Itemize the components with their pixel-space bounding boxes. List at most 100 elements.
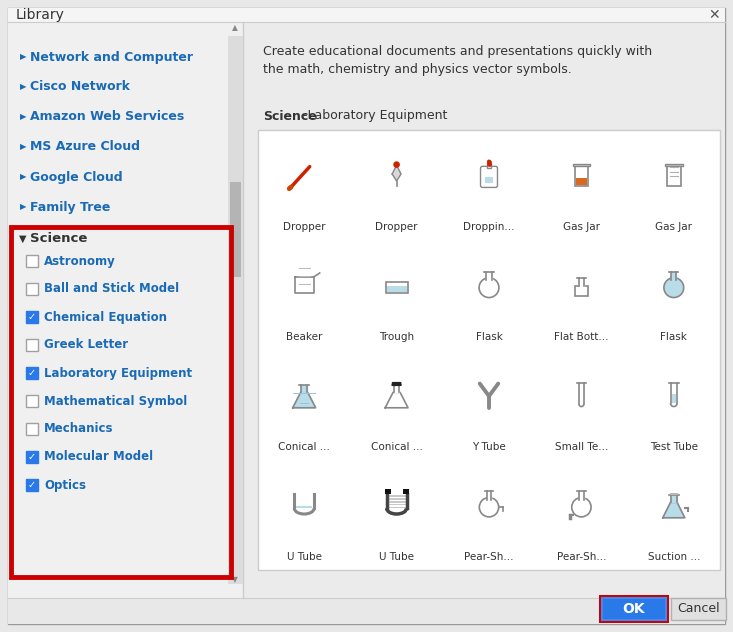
Bar	[602, 598, 666, 620]
Polygon shape	[392, 166, 401, 181]
Bar	[388, 495, 405, 497]
Polygon shape	[394, 385, 399, 392]
Bar	[228, 36, 243, 584]
Text: ▲: ▲	[232, 23, 238, 32]
Text: MS Azure Cloud: MS Azure Cloud	[30, 140, 140, 154]
Text: ▶: ▶	[20, 173, 26, 181]
Text: Test Tube: Test Tube	[649, 442, 698, 452]
Bar	[402, 489, 408, 494]
Text: Beaker: Beaker	[286, 332, 323, 342]
Text: Pear-Sh...: Pear-Sh...	[556, 552, 606, 562]
Text: Flask: Flask	[660, 332, 688, 342]
Polygon shape	[579, 491, 583, 499]
Text: Cancel: Cancel	[677, 602, 720, 616]
Bar	[671, 394, 676, 403]
Circle shape	[479, 497, 498, 517]
Bar	[487, 164, 491, 168]
Bar	[388, 501, 405, 502]
Bar	[665, 164, 682, 166]
Text: Flat Bott...: Flat Bott...	[554, 332, 608, 342]
Bar	[26, 451, 38, 463]
Polygon shape	[487, 491, 491, 499]
Bar	[243, 22, 725, 598]
Circle shape	[487, 161, 490, 163]
Bar	[388, 498, 405, 500]
Text: ✓: ✓	[28, 312, 36, 322]
Text: ▶: ▶	[20, 83, 26, 92]
Bar	[572, 164, 590, 166]
Bar	[599, 595, 669, 623]
Polygon shape	[301, 385, 307, 392]
FancyBboxPatch shape	[481, 166, 498, 188]
Bar	[385, 489, 391, 494]
Bar	[388, 504, 405, 506]
FancyBboxPatch shape	[391, 382, 402, 386]
Bar	[26, 283, 38, 295]
Text: Network and Computer: Network and Computer	[30, 51, 193, 63]
Text: Dropper: Dropper	[375, 222, 418, 232]
Bar	[26, 423, 38, 435]
Text: Pear-Sh...: Pear-Sh...	[464, 552, 514, 562]
Bar	[670, 493, 678, 495]
Text: Ball and Stick Model: Ball and Stick Model	[44, 283, 179, 296]
Polygon shape	[295, 277, 314, 293]
Text: Dropper: Dropper	[283, 222, 325, 232]
Bar	[671, 598, 726, 620]
Polygon shape	[385, 392, 408, 408]
Bar	[26, 479, 38, 491]
Text: ✓: ✓	[28, 452, 36, 462]
Text: the math, chemistry and physics vector symbols.: the math, chemistry and physics vector s…	[263, 63, 572, 76]
Polygon shape	[487, 272, 492, 280]
Polygon shape	[663, 502, 685, 518]
Text: ▶: ▶	[20, 142, 26, 152]
Text: ▶: ▶	[20, 202, 26, 212]
Text: Mechanics: Mechanics	[44, 423, 114, 435]
Text: Trough: Trough	[379, 332, 414, 342]
Polygon shape	[671, 495, 677, 502]
Bar	[26, 395, 38, 407]
Bar	[485, 177, 493, 183]
Text: Google Cloud: Google Cloud	[30, 171, 122, 183]
Bar	[388, 506, 405, 508]
Polygon shape	[671, 384, 677, 403]
Bar	[575, 286, 588, 296]
Text: Greek Letter: Greek Letter	[44, 339, 128, 351]
Text: Science: Science	[263, 109, 317, 123]
Text: U Tube: U Tube	[287, 552, 322, 562]
Polygon shape	[671, 272, 677, 280]
Text: OK: OK	[623, 602, 645, 616]
Text: Amazon Web Services: Amazon Web Services	[30, 111, 184, 123]
Text: Mathematical Symbol: Mathematical Symbol	[44, 394, 187, 408]
Text: Science: Science	[30, 233, 87, 245]
Text: Flask: Flask	[476, 332, 502, 342]
Polygon shape	[579, 278, 583, 286]
Polygon shape	[292, 392, 316, 408]
Bar	[386, 286, 407, 292]
Text: Family Tree: Family Tree	[30, 200, 111, 214]
Text: ✕: ✕	[708, 8, 720, 22]
Text: Suction ...: Suction ...	[647, 552, 700, 562]
Text: Conical ...: Conical ...	[371, 442, 422, 452]
Text: Library: Library	[16, 8, 65, 22]
Text: Conical ...: Conical ...	[279, 442, 330, 452]
Bar	[8, 598, 725, 624]
Text: Gas Jar: Gas Jar	[563, 222, 600, 232]
Text: ▶: ▶	[20, 112, 26, 121]
Text: Optics: Optics	[44, 478, 86, 492]
Bar	[26, 311, 38, 323]
Polygon shape	[579, 384, 583, 404]
Text: ▼: ▼	[19, 234, 26, 244]
Bar	[575, 178, 587, 185]
Text: Gas Jar: Gas Jar	[655, 222, 692, 232]
Text: Cisco Network: Cisco Network	[30, 80, 130, 94]
Bar	[386, 281, 408, 293]
Text: Molecular Model: Molecular Model	[44, 451, 153, 463]
Bar	[26, 255, 38, 267]
Bar	[296, 506, 312, 508]
Bar	[230, 182, 241, 277]
Text: ✓: ✓	[28, 480, 36, 490]
Text: U Tube: U Tube	[379, 552, 414, 562]
Bar	[258, 130, 720, 570]
Text: Astronomy: Astronomy	[44, 255, 116, 267]
Text: Chemical Equation: Chemical Equation	[44, 310, 167, 324]
